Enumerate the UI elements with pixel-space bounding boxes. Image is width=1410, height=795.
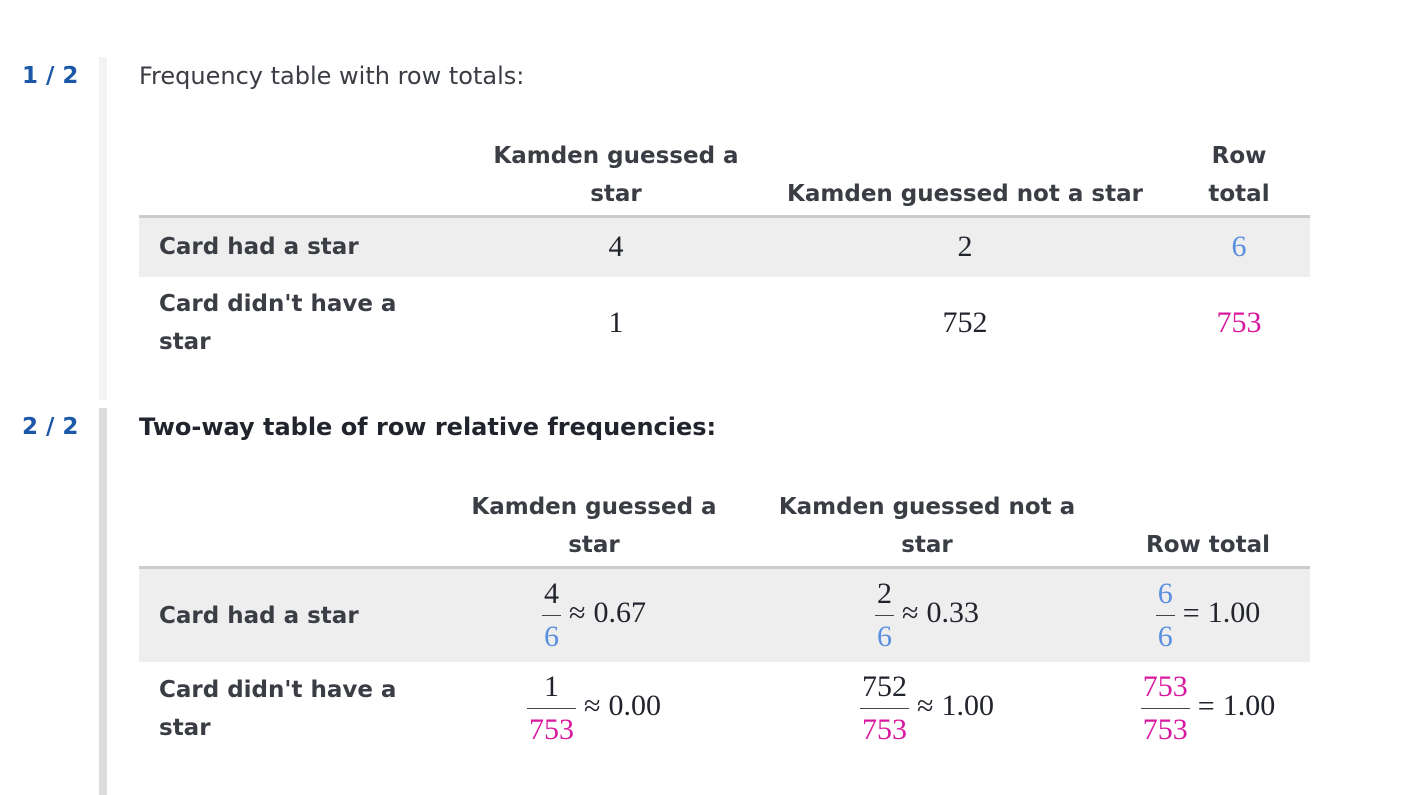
row-label: Card had a star <box>139 567 440 662</box>
numerator: 2 <box>877 577 893 610</box>
fraction: 752 753 <box>860 666 910 751</box>
relative-frequency-table: Kamden guessed a star Kamden guessed not … <box>139 488 1310 755</box>
table-row: Card didn't have a star 1 753 ≈0.00 752 753 ≈1… <box>139 662 1310 755</box>
cell-value: 1 753 ≈0.00 <box>440 662 748 755</box>
cell-value: 6 6 = 1.00 <box>1106 567 1310 662</box>
header-row: Kamden guessed a star Kamden guessed not … <box>139 488 1310 569</box>
fraction: 1 753 <box>527 666 577 751</box>
numerator: 4 <box>544 577 560 610</box>
row-label: Card didn't have a star <box>159 290 397 355</box>
header-cell: Row total <box>1106 488 1310 569</box>
denominator: 753 <box>860 708 910 751</box>
cell-value: 753 753 = 1.00 <box>1106 662 1310 755</box>
cell-value: 4 6 ≈0.67 <box>440 567 748 662</box>
step-title: Two-way table of row relative frequencie… <box>139 413 717 441</box>
header-row: Kamden guessed a star Kamden guessed not … <box>139 137 1310 218</box>
step: 2 / 2 Two-way table of row relative freq… <box>0 408 1410 795</box>
table-row: Card didn't have a star 1 752 753 <box>139 277 1310 369</box>
step-counter: 1 / 2 <box>22 63 79 89</box>
numerator: 752 <box>862 670 908 703</box>
relation: = <box>1197 689 1215 723</box>
step-counter: 2 / 2 <box>22 414 79 440</box>
result: 0.67 <box>593 596 646 630</box>
cell-value: 753 <box>1216 305 1262 339</box>
denominator: 6 <box>542 615 562 658</box>
cell-value: 4 <box>470 216 762 277</box>
result: 1.00 <box>1207 596 1261 630</box>
result: 1.00 <box>941 689 994 723</box>
result: 0.33 <box>926 596 979 630</box>
row-label: Card didn't have a star <box>159 676 397 741</box>
result: 1.00 <box>1222 689 1276 723</box>
table-row: Card had a star 4 6 ≈0.67 2 6 ≈0.33 6 6 = 1.00 <box>139 567 1310 662</box>
step-bar <box>99 408 107 795</box>
relation: ≈ <box>569 596 586 630</box>
header-cell: Kamden guessed not a star <box>762 137 1168 218</box>
header-cell: Kamden guessed not a star <box>748 488 1106 569</box>
header-cell: Row total <box>1168 137 1310 218</box>
denominator: 6 <box>1155 615 1175 658</box>
fraction: 753 753 <box>1140 666 1190 751</box>
relation: ≈ <box>902 596 919 630</box>
row-label: Card had a star <box>139 216 470 277</box>
frequency-table: Kamden guessed a star Kamden guessed not … <box>139 137 1310 369</box>
result: 0.00 <box>608 689 661 723</box>
denominator: 6 <box>875 615 895 658</box>
header-cell: Kamden guessed a star <box>470 137 762 218</box>
relation: ≈ <box>917 689 934 723</box>
relation: ≈ <box>584 689 601 723</box>
cell-value: 752 <box>942 305 988 339</box>
step-bar <box>99 57 107 400</box>
numerator: 1 <box>544 670 560 703</box>
cell-value: 6 <box>1168 216 1310 277</box>
denominator: 753 <box>1140 708 1190 751</box>
denominator: 753 <box>527 708 577 751</box>
header-cell: Kamden guessed a star <box>440 488 748 569</box>
step-title: Frequency table with row totals: <box>139 62 525 90</box>
cell-value: 1 <box>608 305 624 339</box>
numerator: 6 <box>1157 577 1173 610</box>
table-row: Card had a star 4 2 6 <box>139 216 1310 277</box>
cell-value: 2 6 ≈0.33 <box>748 567 1106 662</box>
cell-value: 752 753 ≈1.00 <box>748 662 1106 755</box>
header-cell <box>139 488 440 569</box>
step: 1 / 2 Frequency table with row totals: K… <box>0 57 1410 400</box>
header-cell <box>139 137 470 218</box>
relation: = <box>1182 596 1200 630</box>
numerator: 753 <box>1142 670 1188 703</box>
cell-value: 2 <box>762 216 1168 277</box>
